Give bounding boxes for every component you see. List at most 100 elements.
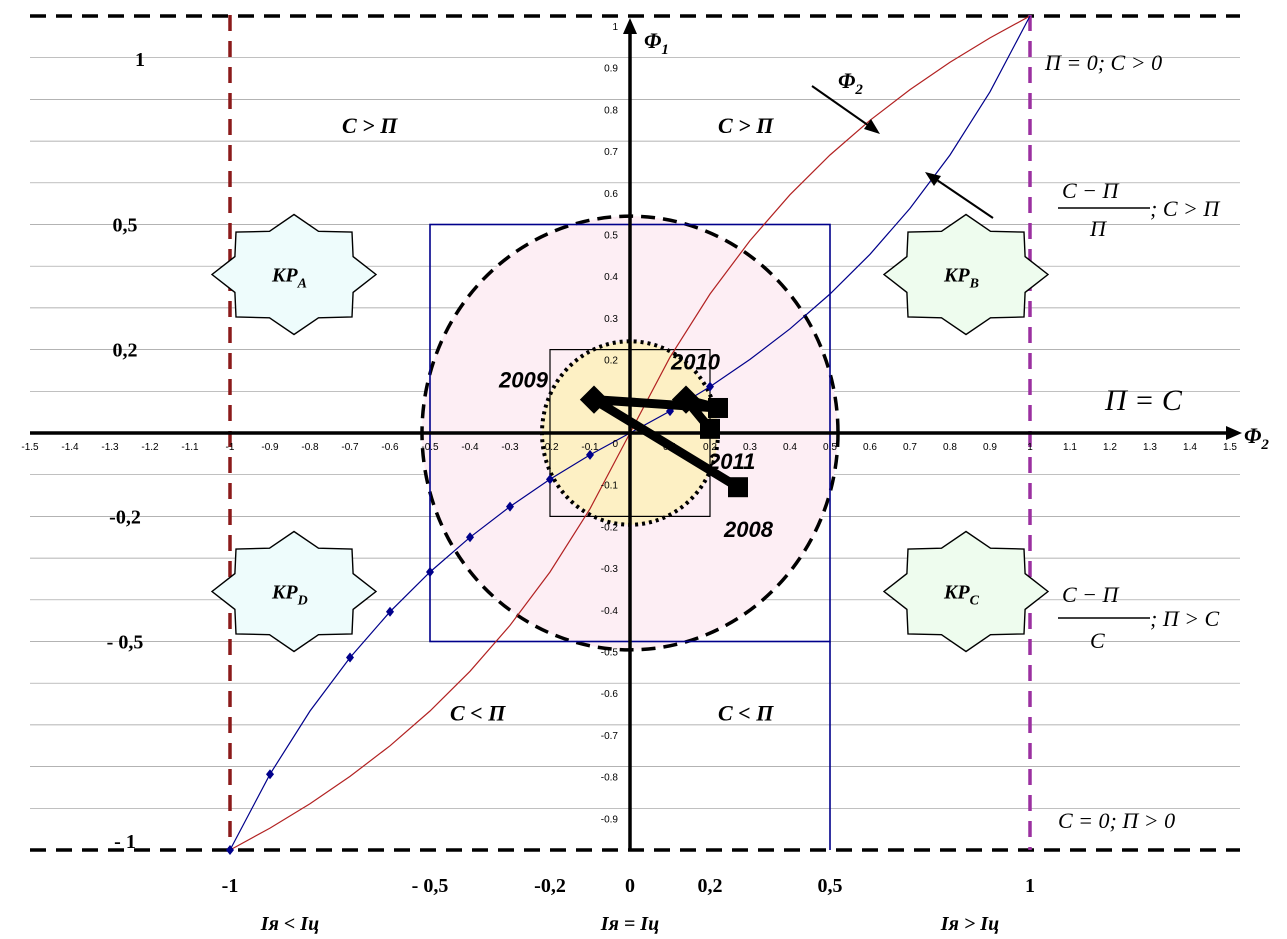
y-tick-label: -0.4	[601, 606, 619, 617]
region-label-kp_b: KPB	[943, 265, 979, 292]
trajectory-point	[708, 397, 728, 418]
right-note-middle: П = C	[1104, 384, 1183, 417]
x-tick-label: 0.6	[863, 442, 877, 453]
right-note-bottom: C = 0; П > 0	[1058, 808, 1175, 833]
bottom-tick-label: - 0,5	[412, 875, 449, 897]
y-tick-label: 0.8	[604, 105, 618, 116]
fraction-top-numerator: C − П	[1062, 178, 1120, 203]
y-tick-label: 0.9	[604, 64, 618, 75]
y-tick-label: -0.8	[601, 773, 619, 784]
left-label: -0,2	[109, 506, 141, 528]
region-label-kp_d: KPD	[271, 581, 308, 608]
trajectory-point	[671, 385, 701, 414]
series-marker	[426, 566, 434, 577]
trajectory-point	[579, 385, 609, 414]
series-marker	[226, 845, 234, 855]
region-star-kp_a	[210, 213, 378, 336]
bottom-tick-label: -1	[222, 875, 239, 897]
left-label: 1	[135, 49, 145, 71]
y-tick-label: 0.1	[604, 397, 618, 408]
y-tick-label: 0.4	[604, 272, 618, 283]
phi2-pointer-line	[811, 85, 873, 129]
series-marker	[466, 532, 474, 543]
bottom-note: Iя > Iц	[940, 913, 999, 935]
x-tick-label: 0.9	[983, 442, 997, 453]
fraction-top-denominator: П	[1089, 216, 1107, 241]
y-tick-label: -0.6	[601, 689, 619, 700]
y-tick-label: -0.5	[601, 648, 619, 659]
series-marker	[266, 769, 274, 780]
y-tick-label: -0.2	[601, 522, 619, 533]
x-tick-label: -0.9	[261, 442, 279, 453]
x-tick-label: -0.7	[341, 442, 359, 453]
labels-layer: KPA KPB KPD KPC 2008 2009 2010 2011 -1.5 -1.4 -1.3…	[21, 22, 1269, 935]
x-tick-label: 1.5	[1223, 442, 1237, 453]
fraction-top-condition: ; C > П	[1150, 196, 1220, 221]
right-note-top: П = 0; C > 0	[1044, 50, 1162, 75]
x-tick-label: -0.5	[421, 442, 439, 453]
fraction-bottom-condition: ; П > C	[1150, 606, 1220, 631]
fraction-pointer-arrow-icon	[925, 172, 941, 186]
x-axis-title: Φ2	[1244, 423, 1269, 453]
trajectory-point	[700, 418, 720, 439]
x-tick-label: -1.4	[61, 442, 79, 453]
left-label: 0,5	[113, 215, 138, 237]
bottom-tick-label: 0,5	[818, 875, 843, 897]
left-label: - 0,5	[107, 632, 144, 654]
condition-label: C > П	[342, 113, 398, 138]
fraction-bottom-numerator: C − П	[1062, 582, 1120, 607]
left-label: 0,2	[113, 340, 138, 362]
series-marker	[386, 606, 394, 617]
bottom-tick-label: 0,2	[698, 875, 723, 897]
y-tick-label: 1	[612, 22, 618, 33]
x-tick-label: -1.2	[141, 442, 159, 453]
x-tick-label: 1	[1027, 442, 1033, 453]
region-star-kp_b	[882, 213, 1050, 336]
y-tick-label: 0.3	[604, 314, 618, 325]
x-axis-arrow-icon	[1226, 426, 1242, 440]
x-tick-label: -0.3	[501, 442, 519, 453]
year-label-2008: 2008	[723, 517, 774, 542]
x-tick-label: -1.1	[181, 442, 199, 453]
condition-label: C < П	[718, 701, 774, 726]
series-marker	[586, 449, 594, 460]
x-tick-label: 1.1	[1063, 442, 1077, 453]
region-star-kp_c	[882, 530, 1050, 653]
bottom-note: Iя < Iц	[260, 913, 319, 935]
x-tick-label: -0.2	[541, 442, 559, 453]
fraction-pointer-line	[933, 177, 994, 219]
series-marker	[706, 381, 714, 392]
condition-label: C > П	[718, 113, 774, 138]
y-tick-label: -0.7	[601, 731, 619, 742]
x-tick-label: 1.2	[1103, 442, 1117, 453]
y-tick-label: -0.3	[601, 564, 619, 575]
region-label-kp_a: KPA	[271, 265, 307, 292]
y-tick-label: -0.1	[601, 481, 619, 492]
trajectory-point	[728, 477, 748, 498]
bottom-tick-label: -0,2	[534, 875, 566, 897]
y-tick-label: -0.9	[601, 814, 619, 825]
year-label-2010: 2010	[670, 350, 721, 375]
x-tick-label: 0.1	[663, 442, 677, 453]
x-tick-label: 0.8	[943, 442, 957, 453]
axes-layer	[30, 18, 1242, 850]
x-tick-label: 0.3	[743, 442, 757, 453]
year-label-2009: 2009	[498, 368, 549, 393]
year-label-2011: 2011	[707, 449, 755, 474]
x-tick-label: -1.3	[101, 442, 119, 453]
x-tick-label: 0.5	[823, 442, 837, 453]
condition-label: C < П	[450, 701, 506, 726]
region-label-kp_c: KPC	[943, 581, 980, 608]
y-tick-label: 0.7	[604, 147, 618, 158]
y-tick-label: 0.5	[604, 231, 618, 242]
bottom-tick-label: 0	[625, 875, 635, 897]
fraction-bottom-denominator: C	[1090, 628, 1105, 653]
x-tick-label: 1.3	[1143, 442, 1157, 453]
series-marker	[546, 474, 554, 485]
y-axis-arrow-icon	[623, 18, 637, 34]
x-tick-label: 0.7	[903, 442, 917, 453]
x-tick-label: -0.4	[461, 442, 479, 453]
x-tick-label: 0.2	[703, 442, 717, 453]
series-marker	[346, 652, 354, 663]
